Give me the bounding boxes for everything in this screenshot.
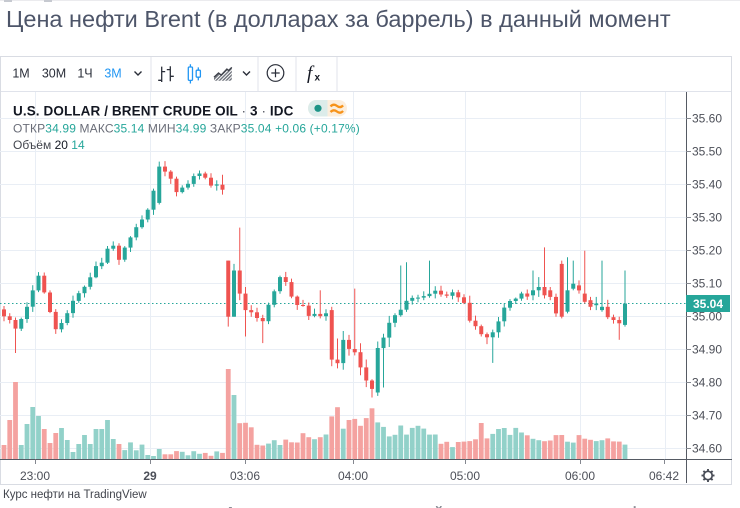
svg-text:35.20: 35.20 [692,244,722,258]
svg-text:1Ч: 1Ч [77,67,92,81]
svg-text:U.S. DOLLAR / BRENT CRUDE OIL: U.S. DOLLAR / BRENT CRUDE OIL · 3 · IDC [13,104,294,119]
svg-text:1М: 1М [12,67,29,81]
svg-text:34.80: 34.80 [692,376,722,390]
svg-text:35.50: 35.50 [692,145,722,159]
svg-text:34.90: 34.90 [692,343,722,357]
svg-text:35.10: 35.10 [692,277,722,291]
svg-text:06:00: 06:00 [565,469,595,483]
svg-text:34.60: 34.60 [692,442,722,456]
svg-text:35.40: 35.40 [692,178,722,192]
svg-text:x: x [315,73,321,84]
svg-text:35.30: 35.30 [692,211,722,225]
svg-text:04:00: 04:00 [338,469,368,483]
svg-text:35.60: 35.60 [692,112,722,126]
svg-text:05:00: 05:00 [450,469,480,483]
svg-text:f: f [307,63,315,84]
svg-text:30М: 30М [42,67,66,81]
svg-text:34.70: 34.70 [692,409,722,423]
svg-text:35.00: 35.00 [692,310,722,324]
svg-text:3М: 3М [104,67,121,81]
svg-text:Объём 20 14: Объём 20 14 [13,138,85,152]
svg-text:23:00: 23:00 [20,469,50,483]
svg-text:35.04: 35.04 [693,297,723,311]
svg-text:29: 29 [143,469,157,483]
svg-text:ОТКР34.99 МАКС35.14 МИН34.99: ОТКР34.99 МАКС35.14 МИН34.99 ЗАКР35.04 +… [13,122,360,136]
svg-text:03:06: 03:06 [230,469,260,483]
svg-text:06:42: 06:42 [649,469,679,483]
